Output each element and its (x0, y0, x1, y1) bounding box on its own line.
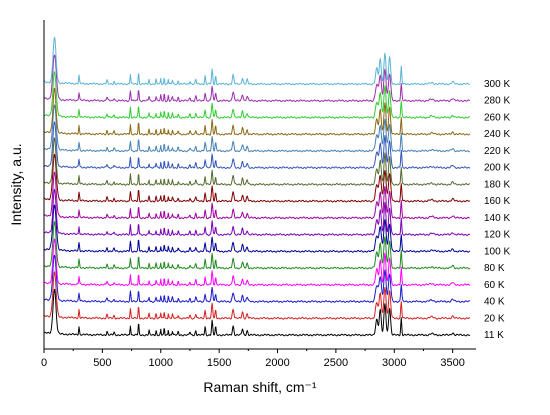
spectrum-label: 100 K (484, 246, 510, 257)
spectrum-label: 60 K (484, 280, 505, 291)
x-tick-label: 3500 (440, 357, 464, 369)
x-axis-ticks: 0 500 1000 1500 2000 2500 3000 3500 (41, 349, 465, 369)
spectrum-label: 220 K (484, 146, 510, 157)
spectrum-line (43, 137, 471, 186)
temperature-labels: 11 K 20 K 40 K 60 K 80 K 100 K 120 K 140 K 160 K… (484, 79, 510, 341)
spectrum-line (43, 254, 471, 303)
x-tick-label: 1000 (149, 357, 173, 369)
x-tick-label: 1500 (207, 357, 231, 369)
spectrum-line (43, 54, 471, 103)
spectrum-label: 160 K (484, 196, 510, 207)
spectrum-label: 280 K (484, 96, 510, 107)
x-tick-label: 2500 (324, 357, 348, 369)
spectrum-line (43, 121, 471, 170)
spectrum-label: 40 K (484, 297, 505, 308)
y-axis-title: Intensity, a.u. (8, 143, 24, 225)
spectrum-label: 180 K (484, 179, 510, 190)
x-tick-label: 3000 (382, 357, 406, 369)
x-axis-title: Raman shift, cm⁻¹ (203, 379, 317, 395)
spectrum-label: 200 K (484, 163, 510, 174)
spectrum-line (43, 288, 471, 337)
spectrum-line (43, 87, 471, 136)
x-tick-label: 500 (93, 357, 111, 369)
spectrum-line (43, 271, 471, 320)
spectrum-line (43, 104, 471, 153)
spectrum-label: 140 K (484, 213, 510, 224)
spectrum-line (43, 71, 471, 119)
spectrum-label: 120 K (484, 230, 510, 241)
x-tick-label: 0 (41, 357, 47, 369)
spectrum-line (43, 36, 471, 86)
spectrum-line (43, 221, 471, 270)
spectrum-line (43, 188, 471, 236)
spectrum-line (43, 204, 471, 253)
spectrum-label: 240 K (484, 129, 510, 140)
spectrum-label: 260 K (484, 112, 510, 123)
spectrum-label: 300 K (484, 79, 510, 90)
spectrum-label: 11 K (484, 330, 504, 341)
spectrum-line (43, 238, 471, 287)
spectrum-label: 20 K (484, 313, 505, 324)
spectrum-line (44, 153, 471, 203)
series-group (43, 36, 471, 337)
spectrum-label: 80 K (484, 263, 505, 274)
x-tick-label: 2000 (265, 357, 289, 369)
spectrum-line (43, 171, 470, 220)
